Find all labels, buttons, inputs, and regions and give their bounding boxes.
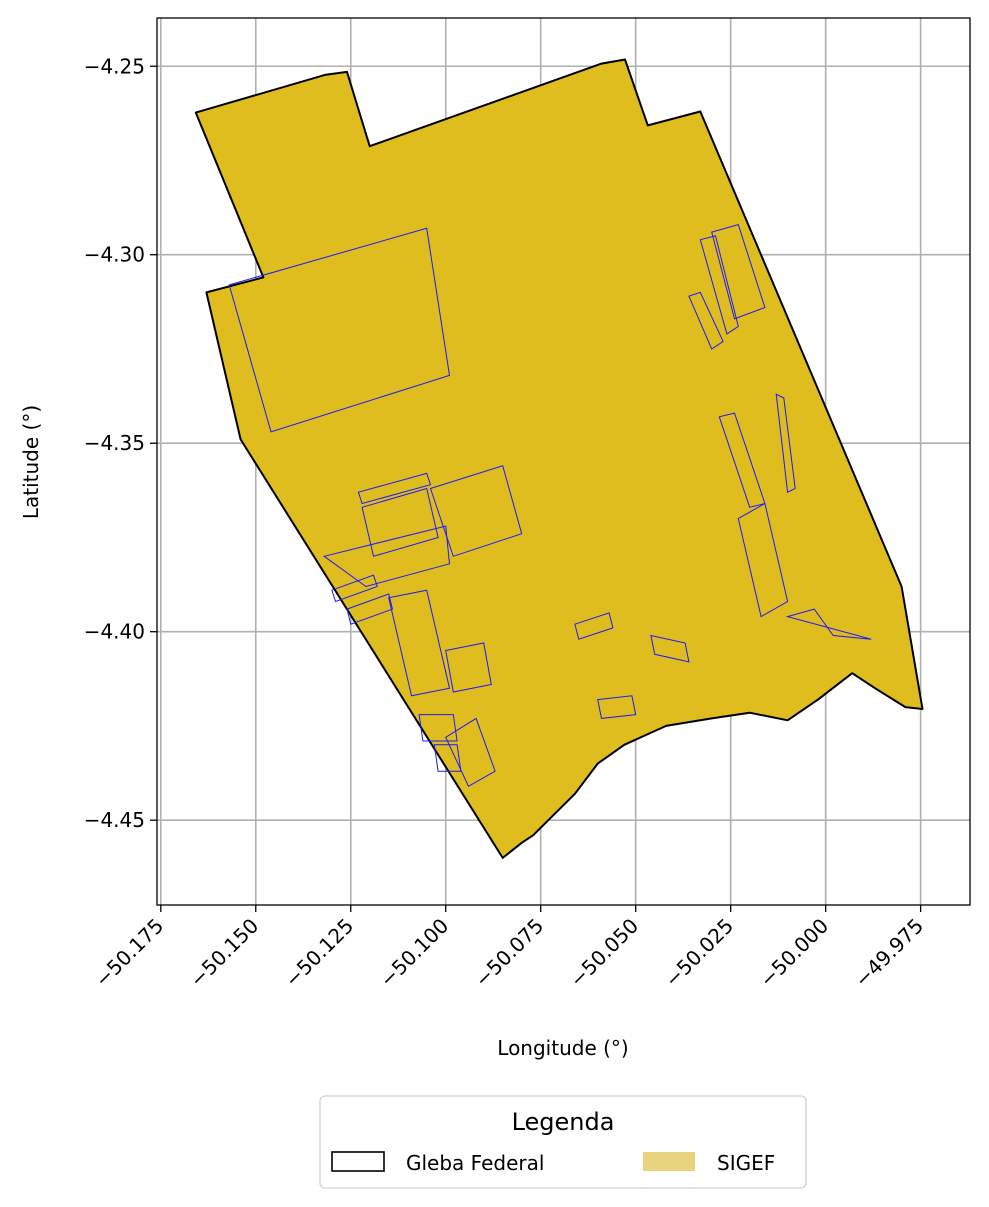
x-axis-label: Longitude (°): [497, 1036, 628, 1060]
sigef-parcel-3: [429, 465, 523, 557]
x-tick-label-7: −50.000: [755, 914, 833, 992]
legend-label-gleba: Gleba Federal: [406, 1151, 544, 1175]
sigef-parcel-11: [433, 744, 462, 772]
sigef-parcel-6: [346, 593, 394, 625]
sigef-parcel-20: [737, 502, 789, 618]
sigef-parcel-16: [699, 235, 739, 335]
x-tick-label-3: −50.100: [375, 914, 453, 992]
legend-swatch-gleba: [331, 1151, 385, 1172]
y-tick-label-0: −4.25: [84, 54, 145, 78]
sigef-parcel-13: [650, 634, 690, 663]
sigef-parcel-19: [775, 393, 796, 493]
y-axis-label: Latitude (°): [19, 405, 43, 519]
sigef-parcel-0: [228, 227, 451, 433]
plot-frame: [156, 17, 971, 906]
x-tick-label-1: −50.150: [185, 914, 263, 992]
x-tick-label-2: −50.125: [280, 914, 358, 992]
sigef-parcel-5: [331, 574, 378, 603]
sigef-parcel-21: [785, 608, 872, 640]
sigef-parcel-9: [418, 714, 458, 742]
sigef-parcel-14: [597, 695, 637, 719]
x-tick-label-5: −50.050: [565, 914, 643, 992]
sigef-parcel-10: [445, 717, 496, 788]
y-tick-label-3: −4.40: [84, 620, 145, 644]
sigef-parcel-8: [445, 642, 492, 693]
sigef-parcel-17: [711, 223, 766, 320]
sigef-parcel-15: [688, 291, 724, 350]
legend: Legenda Gleba Federal SIGEF: [319, 1095, 807, 1189]
sigef-parcel-7: [388, 589, 451, 697]
sigef-parcel-1: [357, 472, 432, 505]
legend-title: Legenda: [512, 1108, 615, 1136]
legend-swatch-sigef: [643, 1152, 695, 1171]
y-tick-label-2: −4.35: [84, 431, 145, 455]
x-tick-label-8: −49.975: [850, 914, 928, 992]
y-tick-label-4: −4.45: [84, 808, 145, 832]
legend-label-sigef: SIGEF: [717, 1151, 775, 1175]
sigef-parcel-12: [574, 612, 614, 640]
map-layer: [194, 58, 924, 859]
x-tick-label-4: −50.075: [470, 914, 548, 992]
gleba-federal-area: [194, 58, 924, 859]
x-tick-label-6: −50.025: [660, 914, 738, 992]
x-tick-label-0: −50.175: [90, 914, 168, 992]
y-tick-label-1: −4.30: [84, 243, 145, 267]
sigef-parcel-4: [323, 525, 451, 588]
sigef-parcel-2: [361, 487, 439, 557]
